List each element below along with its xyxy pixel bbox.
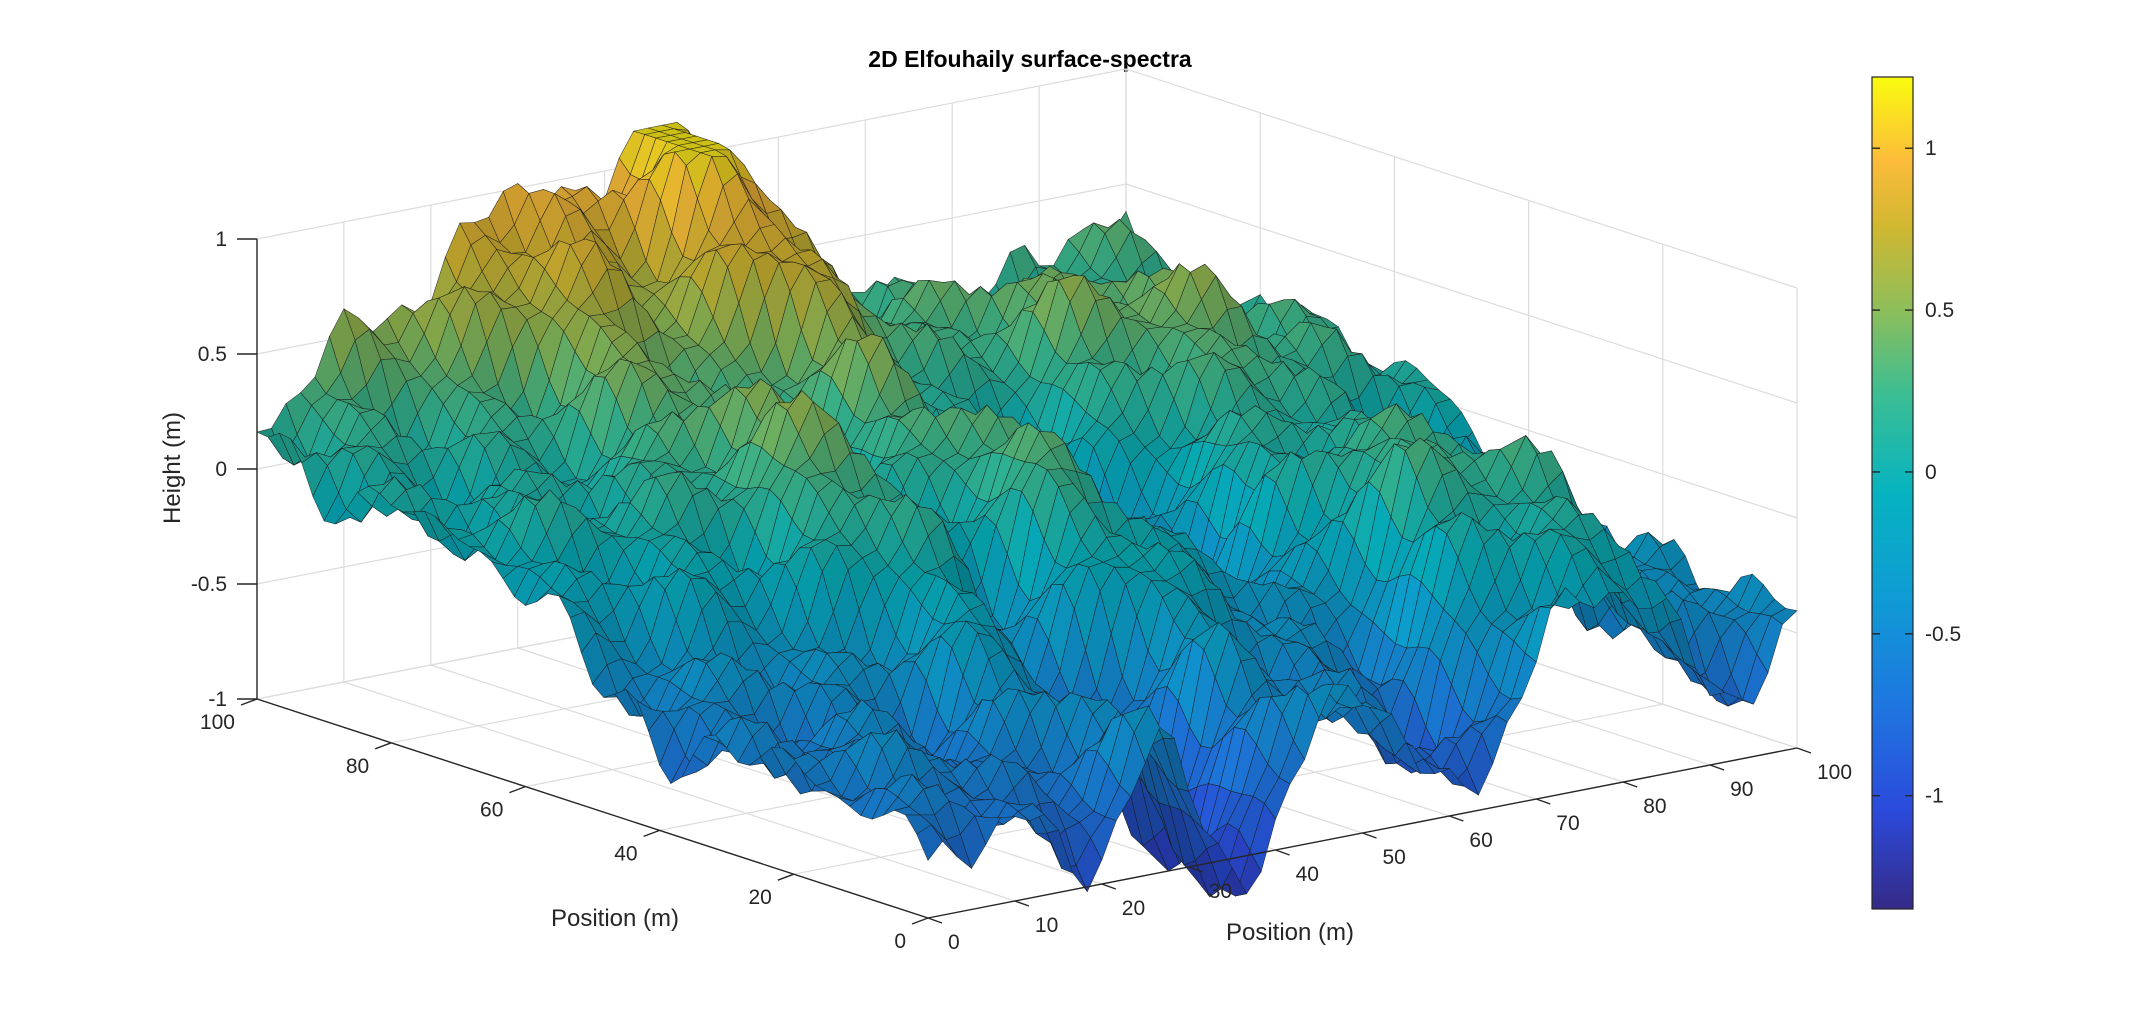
y-tick-mark — [509, 785, 526, 794]
x-tick-label: 0 — [948, 931, 960, 954]
colorbar-tick-label: 0 — [1925, 461, 1937, 484]
x-tick-label: 50 — [1383, 846, 1406, 869]
x-tick-label: 30 — [1209, 880, 1232, 903]
colorbar-tick-label: 0.5 — [1925, 299, 1954, 322]
y-tick-mark — [643, 829, 660, 838]
y-tick-label: 80 — [346, 755, 369, 778]
z-tick-label: 1 — [215, 228, 227, 251]
x-tick-mark — [1536, 798, 1551, 805]
z-tick-label: -0.5 — [191, 573, 227, 596]
y-tick-mark — [911, 917, 929, 925]
x-tick-label: 40 — [1296, 863, 1319, 886]
surface-plot — [256, 122, 1798, 898]
colorbar-gradient — [1871, 76, 1914, 910]
x-tick-label: 70 — [1556, 812, 1579, 835]
z-tick-label: -1 — [208, 688, 227, 711]
chart-title: 2D Elfouhaily surface-spectra — [868, 46, 1192, 72]
x-tick-mark — [1796, 747, 1812, 754]
colorbar-tick-label: 1 — [1925, 137, 1937, 160]
x-tick-mark — [927, 917, 943, 924]
y-tick-mark — [374, 742, 392, 750]
y-tick-label: 40 — [614, 842, 637, 865]
colorbar-tick-label: -1 — [1925, 785, 1944, 808]
z-axis-ticks: -1 -0.5 0 0.5 1 — [191, 228, 257, 711]
colorbar-tick-label: -0.5 — [1925, 623, 1961, 646]
wall-grid-line — [1125, 183, 1798, 404]
y-tick-label: 60 — [480, 799, 503, 822]
z-axis-label: Height (m) — [159, 412, 186, 524]
y-tick-label: 0 — [894, 930, 906, 953]
x-tick-mark — [1275, 849, 1290, 856]
x-tick-label: 10 — [1035, 914, 1058, 937]
y-tick-mark — [777, 873, 795, 881]
y-tick-label: 100 — [200, 711, 235, 734]
x-tick-label: 80 — [1643, 795, 1666, 818]
x-tick-mark — [1622, 781, 1638, 788]
y-tick-mark — [240, 698, 258, 706]
z-tick-label: 0 — [215, 458, 227, 481]
x-tick-mark — [1101, 883, 1117, 890]
floor-grid-line — [343, 681, 1016, 902]
x-tick-label: 90 — [1730, 778, 1753, 801]
floor-grid-line — [430, 664, 1102, 885]
y-axis-label: Position (m) — [551, 905, 679, 932]
x-tick-mark — [1449, 815, 1464, 822]
x-tick-mark — [1709, 764, 1725, 771]
z-tick-label: 0.5 — [198, 343, 227, 366]
x-tick-label: 60 — [1469, 829, 1492, 852]
x-tick-label: 100 — [1817, 761, 1852, 784]
x-tick-label: 20 — [1122, 897, 1145, 920]
wall-grid-line — [1125, 68, 1798, 289]
colorbar: -1 -0.5 0 0.5 1 — [1871, 76, 1961, 910]
y-tick-label: 20 — [748, 886, 771, 909]
x-axis-label: Position (m) — [1226, 919, 1354, 946]
x-tick-mark — [1014, 900, 1030, 907]
x-tick-mark — [1362, 832, 1377, 839]
